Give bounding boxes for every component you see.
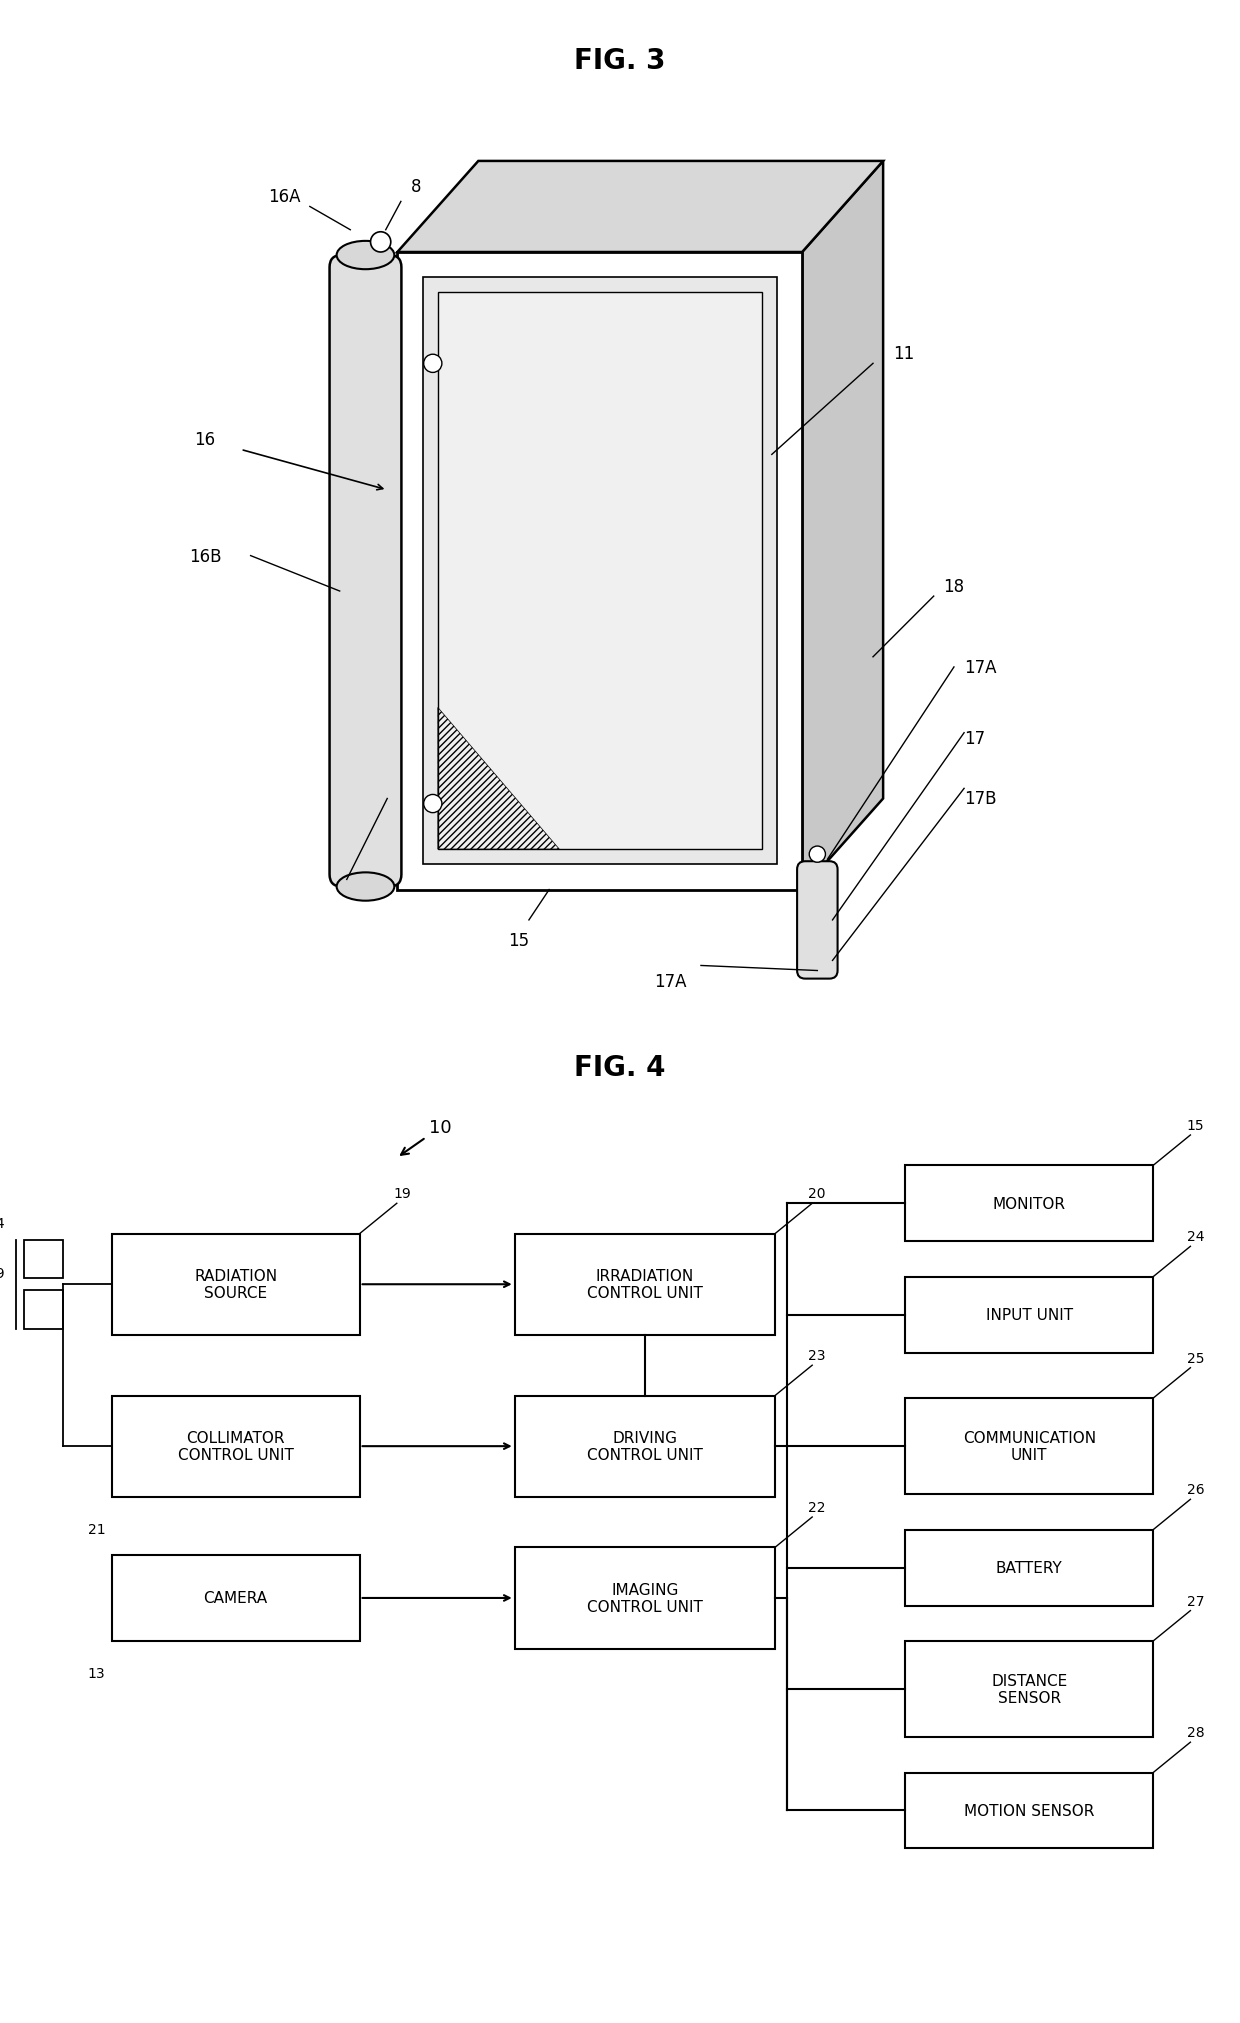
- FancyBboxPatch shape: [905, 1529, 1153, 1606]
- FancyBboxPatch shape: [24, 1240, 63, 1279]
- Text: 13: 13: [88, 1667, 105, 1681]
- Polygon shape: [802, 162, 883, 890]
- FancyBboxPatch shape: [112, 1556, 360, 1641]
- Text: 28: 28: [1187, 1726, 1204, 1740]
- Text: COLLIMATOR
CONTROL UNIT: COLLIMATOR CONTROL UNIT: [177, 1430, 294, 1463]
- Text: 11: 11: [893, 346, 914, 362]
- Text: IRRADIATION
CONTROL UNIT: IRRADIATION CONTROL UNIT: [587, 1268, 703, 1301]
- Text: 23: 23: [808, 1349, 826, 1364]
- Polygon shape: [397, 253, 802, 890]
- Text: 27: 27: [1187, 1594, 1204, 1608]
- Polygon shape: [423, 277, 776, 866]
- Text: 17A: 17A: [963, 659, 997, 676]
- Circle shape: [424, 795, 441, 813]
- Text: 18: 18: [944, 579, 965, 595]
- Text: INPUT UNIT: INPUT UNIT: [986, 1307, 1073, 1323]
- FancyBboxPatch shape: [515, 1396, 775, 1497]
- FancyBboxPatch shape: [515, 1548, 775, 1649]
- Ellipse shape: [336, 874, 394, 900]
- Text: 26: 26: [1187, 1483, 1204, 1497]
- Polygon shape: [397, 162, 883, 253]
- FancyBboxPatch shape: [905, 1772, 1153, 1849]
- FancyBboxPatch shape: [905, 1277, 1153, 1353]
- FancyBboxPatch shape: [905, 1398, 1153, 1495]
- FancyBboxPatch shape: [112, 1234, 360, 1335]
- Text: 22: 22: [808, 1501, 826, 1513]
- Text: DRIVING
CONTROL UNIT: DRIVING CONTROL UNIT: [587, 1430, 703, 1463]
- Text: 16B: 16B: [188, 548, 221, 564]
- Text: 15: 15: [1187, 1119, 1204, 1133]
- Text: 15: 15: [508, 933, 529, 949]
- Text: 21: 21: [88, 1521, 105, 1535]
- Text: CAMERA: CAMERA: [203, 1590, 268, 1606]
- Text: 10: 10: [401, 1119, 451, 1155]
- Text: COMMUNICATION
UNIT: COMMUNICATION UNIT: [962, 1430, 1096, 1463]
- Text: 29: 29: [0, 1266, 5, 1281]
- FancyBboxPatch shape: [24, 1291, 63, 1329]
- FancyBboxPatch shape: [905, 1641, 1153, 1738]
- FancyBboxPatch shape: [905, 1165, 1153, 1242]
- FancyBboxPatch shape: [797, 862, 837, 979]
- Text: DISTANCE
SENSOR: DISTANCE SENSOR: [991, 1673, 1068, 1705]
- Text: RADIATION
SOURCE: RADIATION SOURCE: [193, 1268, 278, 1301]
- Text: FIG. 4: FIG. 4: [574, 1054, 666, 1080]
- Circle shape: [371, 233, 391, 253]
- Text: 24: 24: [1187, 1230, 1204, 1244]
- Polygon shape: [438, 293, 761, 850]
- Text: IMAGING
CONTROL UNIT: IMAGING CONTROL UNIT: [587, 1582, 703, 1614]
- Text: 8: 8: [410, 178, 422, 196]
- Text: 25: 25: [1187, 1351, 1204, 1366]
- Text: 17: 17: [963, 730, 986, 746]
- Text: MONITOR: MONITOR: [993, 1196, 1065, 1212]
- Text: 17B: 17B: [963, 791, 997, 807]
- Text: 16: 16: [195, 431, 216, 449]
- FancyBboxPatch shape: [112, 1396, 360, 1497]
- Text: MOTION SENSOR: MOTION SENSOR: [963, 1802, 1095, 1819]
- Text: 14: 14: [0, 1216, 5, 1230]
- Text: 16A: 16A: [351, 801, 383, 817]
- FancyBboxPatch shape: [515, 1234, 775, 1335]
- Ellipse shape: [336, 241, 394, 269]
- Text: FIG. 3: FIG. 3: [574, 47, 666, 75]
- Circle shape: [424, 356, 441, 372]
- Text: BATTERY: BATTERY: [996, 1560, 1063, 1576]
- Circle shape: [810, 846, 826, 862]
- FancyBboxPatch shape: [330, 255, 402, 886]
- Text: 20: 20: [808, 1188, 826, 1202]
- Text: 17A: 17A: [655, 973, 687, 989]
- Text: 16A: 16A: [268, 188, 301, 206]
- Text: 19: 19: [393, 1188, 410, 1202]
